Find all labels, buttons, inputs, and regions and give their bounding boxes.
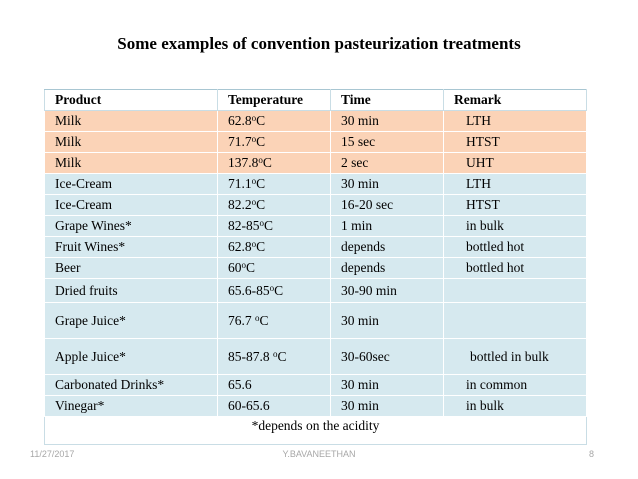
- cell-temperature: 60-65.6: [217, 395, 331, 417]
- footer-page-number: 8: [588, 449, 594, 459]
- table-row: Grape Wines* 82-85oC 1 min in bulk: [44, 215, 587, 237]
- cell-product: Grape Juice*: [44, 302, 218, 339]
- cell-time: depends: [330, 257, 444, 279]
- cell-temperature: 62.8oC: [217, 236, 331, 258]
- cell-remark: [443, 278, 587, 303]
- cell-remark: HTST: [443, 194, 587, 216]
- cell-remark: in bulk: [443, 215, 587, 237]
- cell-remark: LTH: [443, 110, 587, 132]
- table-row: Milk 62.8oC 30 min LTH: [44, 110, 587, 132]
- cell-time: 30 min: [330, 374, 444, 396]
- table-row: Beer 60oC depends bottled hot: [44, 257, 587, 279]
- cell-product: Milk: [44, 131, 218, 153]
- cell-temperature: 62.8oC: [217, 110, 331, 132]
- cell-remark: bottled in bulk: [443, 338, 587, 375]
- header-product: Product: [44, 89, 218, 111]
- cell-product: Carbonated Drinks*: [44, 374, 218, 396]
- table-footnote: *depends on the acidity: [44, 416, 587, 445]
- cell-product: Ice-Cream: [44, 194, 218, 216]
- cell-remark: LTH: [443, 173, 587, 195]
- cell-temperature: 60oC: [217, 257, 331, 279]
- header-remark: Remark: [443, 89, 587, 111]
- table-header-row: Product Temperature Time Remark: [44, 89, 587, 111]
- cell-temperature: 82-85oC: [217, 215, 331, 237]
- cell-time: 30 min: [330, 395, 444, 417]
- cell-time: 30 min: [330, 173, 444, 195]
- cell-time: 2 sec: [330, 152, 444, 174]
- table-row: Dried fruits 65.6-85oC 30-90 min: [44, 278, 587, 303]
- cell-time: 15 sec: [330, 131, 444, 153]
- cell-time: 30 min: [330, 110, 444, 132]
- table-row: Grape Juice* 76.7 oC 30 min: [44, 302, 587, 339]
- cell-time: depends: [330, 236, 444, 258]
- cell-product: Milk: [44, 152, 218, 174]
- cell-product: Dried fruits: [44, 278, 218, 303]
- cell-remark: HTST: [443, 131, 587, 153]
- table-row: Milk 71.7oC 15 sec HTST: [44, 131, 587, 153]
- cell-remark: bottled hot: [443, 257, 587, 279]
- cell-product: Apple Juice*: [44, 338, 218, 375]
- cell-product: Grape Wines*: [44, 215, 218, 237]
- table-row: Ice-Cream 82.2oC 16-20 sec HTST: [44, 194, 587, 216]
- cell-remark: [443, 302, 587, 339]
- cell-product: Milk: [44, 110, 218, 132]
- cell-time: 30 min: [330, 302, 444, 339]
- cell-remark: in common: [443, 374, 587, 396]
- cell-temperature: 71.7oC: [217, 131, 331, 153]
- table-row: Carbonated Drinks* 65.6 30 min in common: [44, 374, 587, 396]
- footer-author: Y.BAVANEETHAN: [282, 449, 356, 459]
- table-row: Ice-Cream 71.1oC 30 min LTH: [44, 173, 587, 195]
- table-row: Apple Juice* 85-87.8 oC 30-60sec bottled…: [44, 338, 587, 375]
- slide-title: Some examples of convention pasteurizati…: [117, 34, 521, 53]
- cell-time: 30-90 min: [330, 278, 444, 303]
- table-row: Fruit Wines* 62.8oC depends bottled hot: [44, 236, 587, 258]
- pasteurization-table: Product Temperature Time Remark Milk 62.…: [44, 89, 587, 445]
- header-time: Time: [330, 89, 444, 111]
- cell-temperature: 82.2oC: [217, 194, 331, 216]
- cell-temperature: 65.6: [217, 374, 331, 396]
- cell-product: Ice-Cream: [44, 173, 218, 195]
- cell-temperature: 85-87.8 oC: [217, 338, 331, 375]
- cell-temperature: 65.6-85oC: [217, 278, 331, 303]
- table-row: Vinegar* 60-65.6 30 min in bulk: [44, 395, 587, 417]
- header-temperature: Temperature: [217, 89, 331, 111]
- cell-remark: bottled hot: [443, 236, 587, 258]
- cell-remark: UHT: [443, 152, 587, 174]
- cell-temperature: 71.1oC: [217, 173, 331, 195]
- table-footnote-row: *depends on the acidity: [44, 416, 587, 445]
- cell-time: 1 min: [330, 215, 444, 237]
- cell-temperature: 137.8oC: [217, 152, 331, 174]
- cell-remark: in bulk: [443, 395, 587, 417]
- footer-date: 11/27/2017: [30, 449, 75, 459]
- cell-product: Beer: [44, 257, 218, 279]
- table-row: Milk 137.8oC 2 sec UHT: [44, 152, 587, 174]
- cell-product: Fruit Wines*: [44, 236, 218, 258]
- cell-time: 30-60sec: [330, 338, 444, 375]
- cell-product: Vinegar*: [44, 395, 218, 417]
- cell-temperature: 76.7 oC: [217, 302, 331, 339]
- cell-time: 16-20 sec: [330, 194, 444, 216]
